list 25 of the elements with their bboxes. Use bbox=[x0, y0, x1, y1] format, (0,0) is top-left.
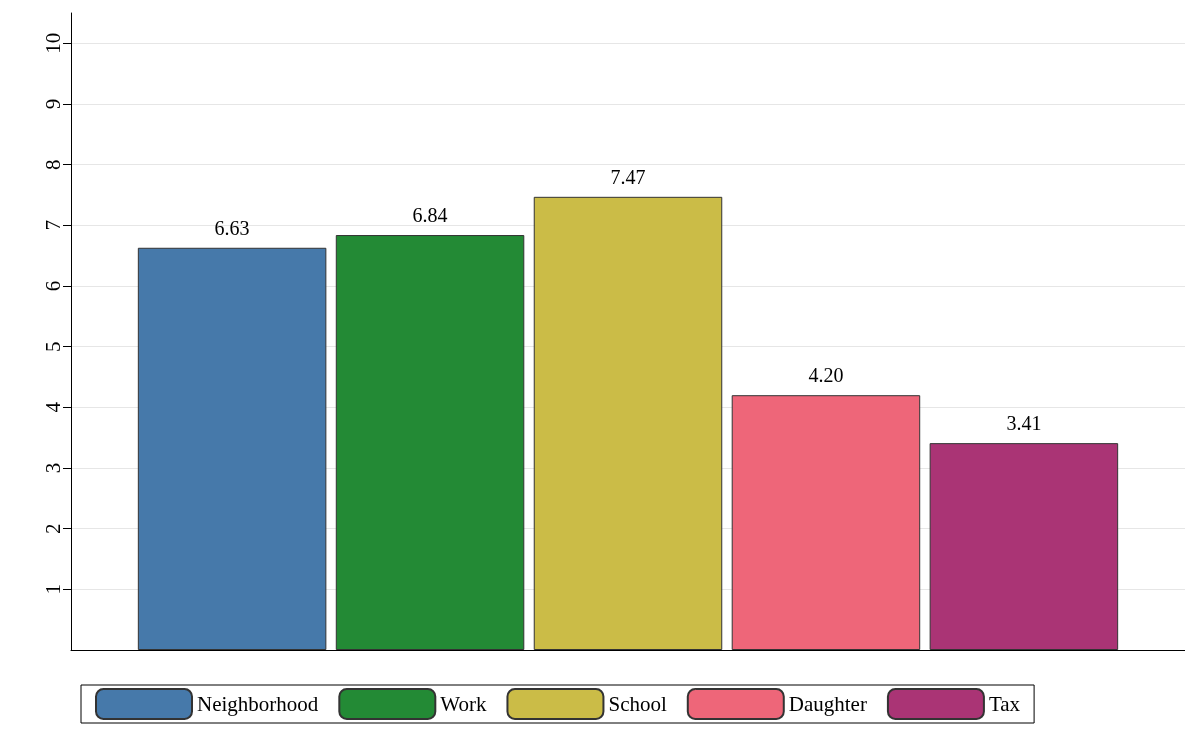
bar bbox=[335, 235, 525, 650]
y-tick-label: 3 bbox=[40, 462, 65, 474]
y-tick-label: 7 bbox=[40, 220, 65, 231]
bar bbox=[137, 247, 327, 650]
y-tick-label: 4 bbox=[40, 401, 65, 413]
bar bbox=[533, 196, 723, 650]
data-label: 3.41 bbox=[1006, 412, 1042, 435]
data-label: 4.20 bbox=[808, 364, 844, 387]
y-tick-label: 6 bbox=[40, 280, 65, 292]
legend-label: Work bbox=[440, 692, 487, 716]
legend-label: Daughter bbox=[788, 692, 867, 716]
y-tick-label: 10 bbox=[40, 32, 65, 54]
y-tick-label: 5 bbox=[40, 341, 65, 352]
y-tick-label: 8 bbox=[40, 159, 65, 170]
bar bbox=[929, 443, 1119, 650]
data-label: 6.63 bbox=[214, 216, 250, 239]
y-tick-label: 1 bbox=[40, 584, 65, 595]
data-label: 7.47 bbox=[610, 165, 646, 188]
bar bbox=[731, 395, 921, 650]
y-tick-label: 2 bbox=[40, 523, 65, 534]
y-tick-label: 9 bbox=[40, 98, 65, 110]
legend-label: School bbox=[608, 692, 667, 716]
legend-label: Tax bbox=[988, 692, 1021, 716]
legend-label: Neighborhood bbox=[197, 692, 319, 716]
data-label: 6.84 bbox=[412, 204, 448, 227]
